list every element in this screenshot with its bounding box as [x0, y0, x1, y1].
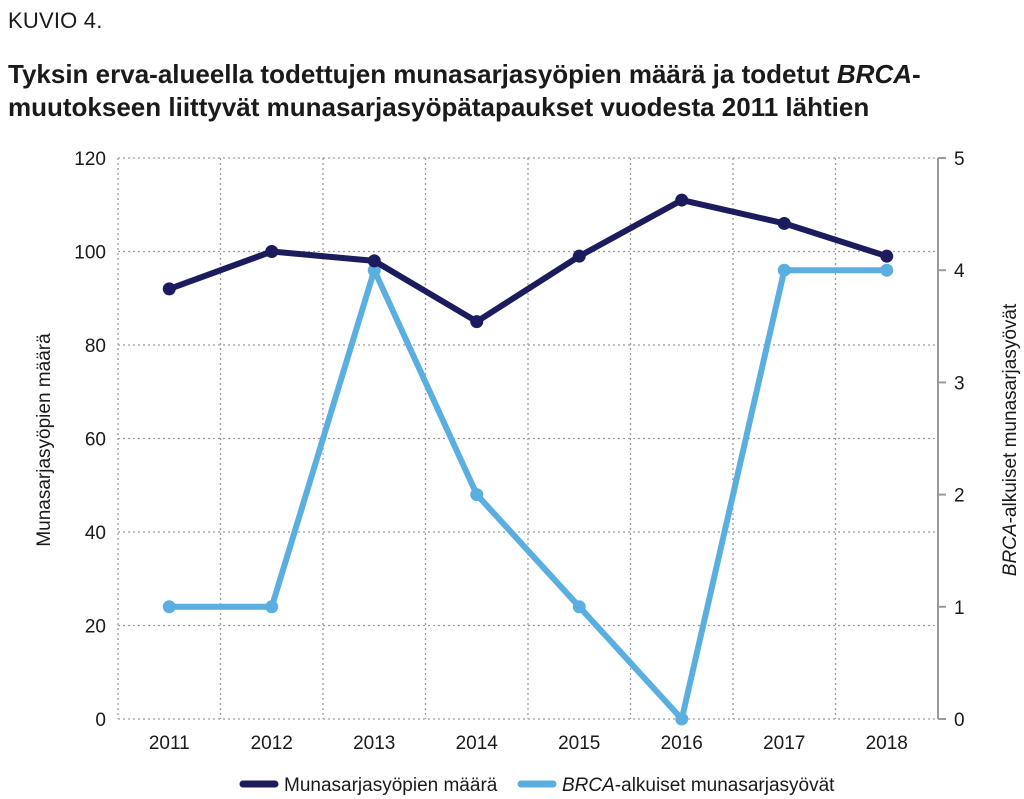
- series-1-point-2014: [470, 315, 484, 329]
- series-layer: [162, 193, 894, 726]
- chart-title-part-1: Tyksin erva-alueella todettujen munasarj…: [8, 59, 837, 89]
- series-1-point-2017: [777, 216, 791, 230]
- x-tick-label-2018: 2018: [866, 733, 908, 754]
- right-tick-label-4: 4: [954, 261, 965, 282]
- chart-title-part-2: -muutokseen liittyvät munasarjasyöpätapa…: [8, 59, 921, 122]
- left-tick-label-6: 120: [74, 149, 106, 170]
- series-1-point-2015: [572, 249, 586, 263]
- legend-label-series-1: Munasarjasyöpien määrä: [284, 775, 498, 796]
- chart-title-italic: BRCA: [836, 59, 912, 89]
- legend-label-series-2-italic: BRCA: [562, 775, 615, 796]
- legend: Munasarjasyöpien määrä BRCA-alkuiset mun…: [239, 775, 835, 796]
- x-tick-label-2017: 2017: [763, 733, 805, 754]
- series-2-point-2013: [367, 263, 381, 277]
- left-tick-label-2: 40: [85, 523, 106, 544]
- grid-lines: [117, 157, 939, 720]
- figure-label: KUVIO 4.: [8, 8, 103, 33]
- series-2-point-2011: [162, 600, 176, 614]
- series-2-point-2012: [265, 600, 279, 614]
- right-axis-label-italic: BRCA: [1000, 523, 1021, 576]
- left-tick-label-4: 80: [85, 336, 106, 357]
- x-tick-label-2016: 2016: [661, 733, 703, 754]
- series-2-point-2015: [572, 600, 586, 614]
- chart-title: Tyksin erva-alueella todettujen munasarj…: [8, 58, 1013, 124]
- legend-label-series-2: BRCA-alkuiset munasarjasyövät: [562, 775, 835, 796]
- x-tick-label-2014: 2014: [456, 733, 499, 754]
- right-tick-label-0: 0: [954, 710, 965, 731]
- left-axis-label: Munasarjasyöpien määrä: [34, 333, 55, 547]
- left-tick-label-5: 100: [74, 243, 106, 264]
- series-1-point-2016: [675, 193, 689, 207]
- series-2-point-2014: [470, 488, 484, 502]
- x-tick-label-2011: 2011: [149, 733, 190, 754]
- x-axis-ticks: 2011 2012 2013 2014 2015 2016 2017 2018: [149, 733, 908, 754]
- series-2-point-2018: [880, 263, 894, 277]
- right-axis-ticks: 0 1 2 3 4 5: [938, 149, 965, 731]
- left-tick-label-3: 60: [85, 430, 106, 451]
- right-tick-label-1: 1: [954, 598, 965, 619]
- series-2-point-2016: [675, 712, 689, 726]
- left-tick-label-1: 20: [85, 617, 106, 638]
- right-tick-label-3: 3: [954, 373, 965, 394]
- x-tick-label-2015: 2015: [558, 733, 600, 754]
- series-1-point-2013: [367, 254, 381, 268]
- series-1-point-2012: [265, 245, 279, 258]
- series-1-point-2011: [162, 282, 176, 296]
- legend-label-series-2-rest: -alkuiset munasarjasyövät: [615, 775, 835, 796]
- right-axis-label-rest: -alkuiset munasarjasyövät: [1000, 303, 1021, 523]
- x-tick-label-2012: 2012: [251, 733, 293, 754]
- series-1-line: [166, 197, 890, 325]
- series-2-point-2017: [777, 263, 791, 277]
- series-2-line: [166, 267, 890, 722]
- right-tick-label-2: 2: [954, 486, 965, 507]
- left-axis-ticks: 0 20 40 60 80 100 120: [74, 149, 106, 731]
- left-tick-label-0: 0: [95, 710, 106, 731]
- series-1-point-2018: [880, 249, 894, 263]
- right-axis-label: BRCA-alkuiset munasarjasyövät: [1000, 303, 1021, 576]
- right-tick-label-5: 5: [954, 149, 965, 170]
- x-tick-label-2013: 2013: [353, 733, 395, 754]
